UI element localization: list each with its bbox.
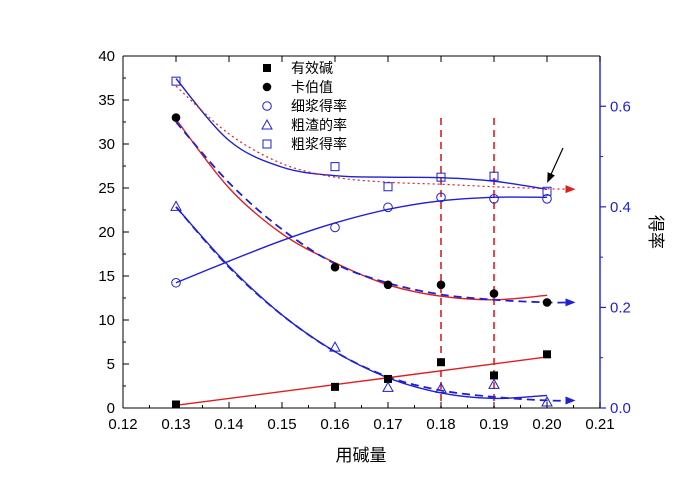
legend-marker-2 — [262, 101, 272, 111]
x-tick-label-1: 0.13 — [161, 416, 190, 433]
fit-curve-6 — [175, 78, 548, 190]
x-tick-label-6: 0.18 — [426, 416, 455, 433]
y-left-tick-label-2: 10 — [98, 312, 115, 329]
y-right-tick-label-3: 0.6 — [610, 98, 631, 115]
point-s2-3 — [436, 192, 446, 203]
legend-label-2: 细浆得率 — [291, 98, 347, 115]
fit-curve-2 — [175, 121, 576, 307]
annotation-arrow — [547, 147, 564, 183]
point-s3-2 — [382, 381, 394, 392]
point-s4-1 — [330, 162, 340, 172]
legend-marker-0 — [263, 64, 271, 72]
point-s4-2 — [383, 182, 393, 192]
point-s1-3 — [436, 280, 446, 290]
point-s0-1 — [331, 382, 339, 391]
x-tick-label-2: 0.14 — [214, 416, 243, 433]
legend-label-3: 粗渣的率 — [291, 117, 347, 134]
point-s4-0 — [171, 76, 181, 86]
y-left-tick-label-8: 40 — [98, 48, 115, 65]
x-tick-label-5: 0.17 — [373, 416, 402, 433]
point-s3-4 — [488, 378, 500, 389]
fit-curve-5 — [175, 206, 576, 405]
y-left-tick-label-0: 0 — [107, 400, 115, 417]
fit-curves — [175, 78, 576, 407]
point-s4-5 — [542, 186, 552, 196]
point-s2-4 — [489, 194, 499, 204]
legend-label-0: 有效碱 — [291, 61, 333, 77]
point-s2-0 — [171, 277, 181, 288]
y-left-tick-label-6: 30 — [98, 136, 115, 153]
y-left-tick-label-5: 25 — [98, 180, 115, 197]
point-s1-5 — [542, 298, 552, 307]
legend-marker-1 — [262, 82, 272, 92]
point-s2-2 — [383, 202, 393, 213]
legend-label-1: 卡伯值 — [291, 80, 333, 96]
x-tick-label-7: 0.19 — [479, 416, 508, 433]
point-s0-5 — [543, 350, 551, 359]
y-left-tick-label-1: 5 — [107, 356, 115, 373]
point-s1-2 — [383, 280, 393, 290]
y-left-tick-label-3: 15 — [98, 268, 115, 285]
fit-curve-4 — [175, 206, 548, 400]
point-s3-0 — [170, 200, 182, 211]
x-tick-label-8: 0.20 — [532, 416, 561, 433]
axes: 0.12 0.13 0.14 0.15 0.16 0.17 0.18 0.19 0.20 0.21… — [98, 48, 631, 433]
point-s1-4 — [489, 289, 499, 298]
point-s2-5 — [542, 194, 552, 204]
y-right-tick-label-1: 0.2 — [610, 299, 631, 316]
y-right-tick-label-2: 0.4 — [610, 199, 631, 216]
y-left-tick-label-4: 20 — [98, 224, 115, 241]
x-axis-label: 用碱量 — [336, 446, 387, 466]
legend-marker-3 — [261, 118, 273, 130]
data-points — [170, 76, 553, 409]
fit-curve-1 — [175, 118, 548, 301]
fit-curve-7 — [175, 85, 576, 194]
y-right-tick-label-0: 0.0 — [610, 400, 631, 417]
x-tick-label-4: 0.16 — [320, 416, 349, 433]
point-s1-1 — [330, 262, 340, 272]
y-left-tick-label-7: 35 — [98, 92, 115, 109]
right-axis-label: 得率 — [645, 215, 665, 249]
x-tick-label-0: 0.12 — [108, 416, 137, 433]
x-tick-label-9: 0.21 — [585, 416, 614, 433]
legend-marker-4 — [262, 139, 272, 149]
point-s0-4 — [490, 371, 498, 380]
point-s3-3 — [435, 382, 447, 393]
point-s4-3 — [436, 172, 446, 182]
fit-curve-0 — [175, 356, 548, 407]
point-s1-0 — [171, 113, 181, 122]
point-s2-1 — [330, 222, 340, 233]
point-s4-4 — [489, 171, 499, 181]
x-tick-label-3: 0.15 — [267, 416, 296, 433]
legend-label-4: 粗浆得率 — [291, 136, 347, 153]
point-s0-2 — [384, 374, 392, 383]
point-s0-3 — [437, 358, 445, 367]
point-s3-1 — [329, 341, 341, 352]
